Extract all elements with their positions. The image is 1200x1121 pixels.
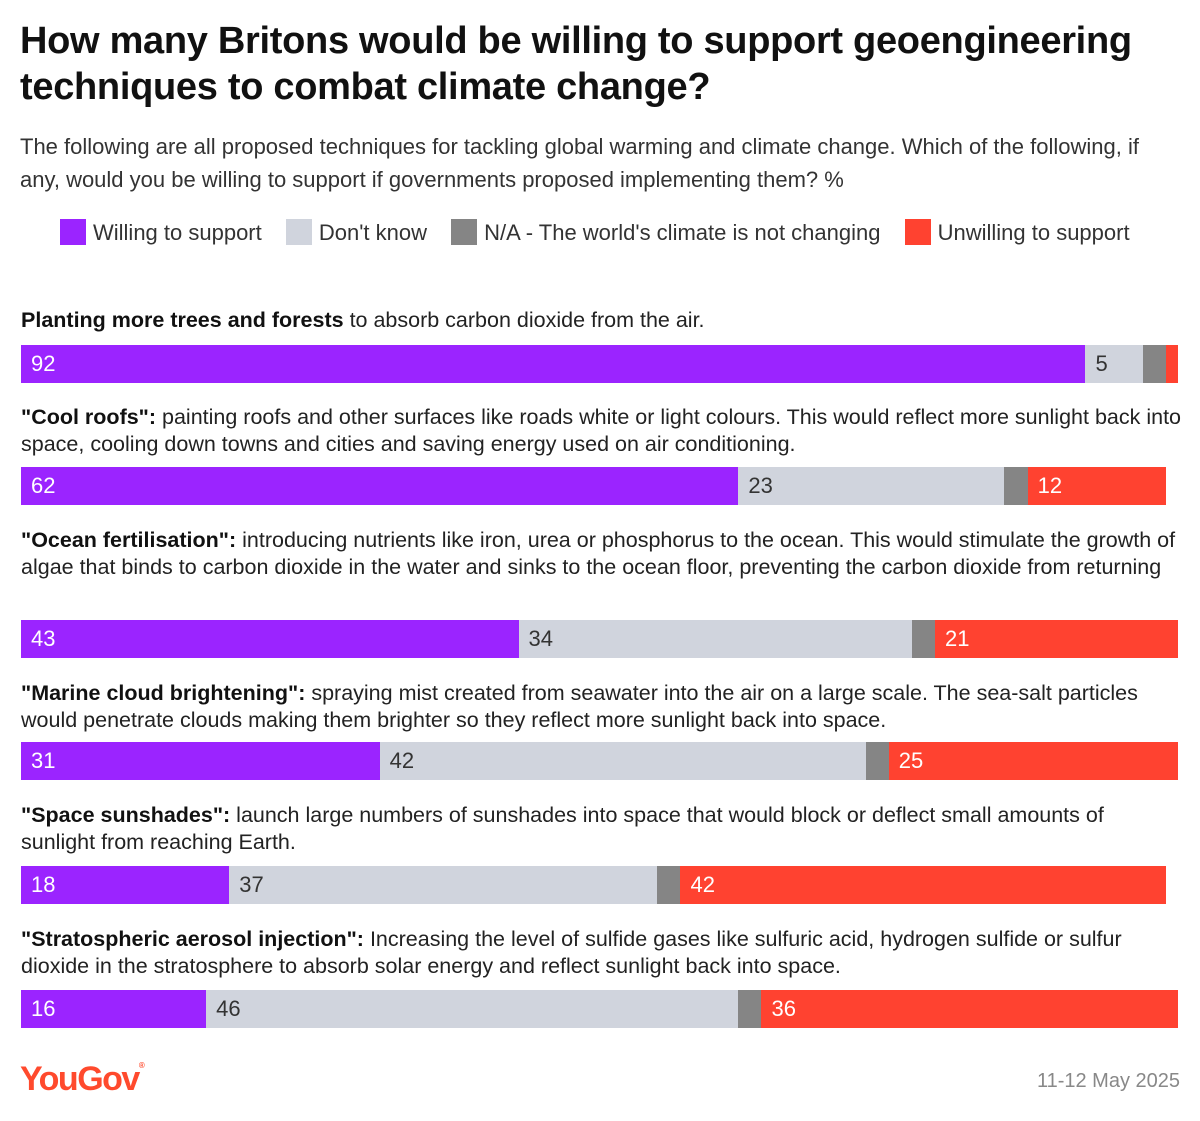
data-label-dont-know: 46 — [216, 996, 241, 1021]
bar-segment-willing — [21, 742, 380, 780]
data-label-unwilling: 21 — [945, 626, 970, 651]
question-technique: "Stratospheric aerosol injection": — [21, 927, 364, 951]
question-description: launch large numbers of sunshades into s… — [21, 803, 1104, 854]
question-technique: "Space sunshades": — [21, 803, 231, 827]
bar-segment-willing — [21, 990, 207, 1028]
data-label-dont-know: 5 — [1095, 351, 1108, 376]
bar-segment-na — [1004, 467, 1028, 505]
data-label-willing: 31 — [31, 748, 56, 773]
bar-segment-dont-know — [229, 866, 658, 904]
legend-swatch-dont-know — [285, 219, 312, 245]
question-description: introducing nutrients like iron, urea or… — [21, 528, 1176, 579]
legend: Willing to support Don't know N/A - The … — [60, 216, 1180, 250]
bar-segment-na — [738, 990, 762, 1028]
bar-segment-na — [1143, 345, 1167, 383]
bar-segment-willing — [21, 467, 739, 505]
data-label-unwilling: 42 — [690, 872, 715, 897]
yougov-logo: YouGov® — [20, 1060, 145, 1098]
bar-row: 92 5 — [21, 345, 1178, 383]
question-description: Increasing the level of sulfide gases li… — [21, 927, 1122, 978]
question-technique: "Cool roofs": — [21, 405, 157, 429]
bar-segment-dont-know — [206, 990, 739, 1028]
question-description: to absorb carbon dioxide from the air. — [343, 308, 705, 332]
survey-date: 11-12 May 2025 — [1036, 1070, 1180, 1092]
question-technique: Planting more trees and forests — [21, 308, 344, 332]
bar-row: 62 23 12 — [21, 467, 1178, 505]
data-label-willing: 92 — [31, 351, 56, 376]
bar-row: 31 42 25 — [21, 742, 1178, 780]
data-label-willing: 43 — [31, 626, 56, 651]
question-description: painting roofs and other surfaces like r… — [21, 405, 1182, 456]
legend-item-na: N/A - The world's climate is not changin… — [451, 219, 881, 245]
chart-title: How many Britons would be willing to sup… — [20, 20, 1132, 108]
question-label: "Marine cloud brightening": spraying mis… — [21, 680, 1181, 734]
bar-segment-unwilling — [935, 620, 1178, 658]
legend-label-na: N/A - The world's climate is not changin… — [484, 220, 881, 245]
question-technique: "Marine cloud brightening": — [21, 681, 306, 705]
bar-segment-dont-know — [738, 467, 1005, 505]
question-label: "Space sunshades": launch large numbers … — [21, 802, 1181, 856]
bar-segment-na — [657, 866, 681, 904]
legend-item-dont-know: Don't know — [285, 219, 428, 245]
data-label-unwilling: 12 — [1037, 473, 1063, 498]
bar-row: 43 34 21 — [21, 620, 1178, 658]
bar-segment-unwilling — [680, 866, 1167, 904]
legend-swatch-unwilling — [904, 219, 931, 245]
bar-segment-dont-know — [1085, 345, 1144, 383]
legend-label-willing: Willing to support — [93, 220, 262, 245]
bar-segment-unwilling — [761, 990, 1178, 1028]
question-label: "Stratospheric aerosol injection": Incre… — [21, 926, 1181, 980]
legend-swatch-na — [451, 219, 478, 245]
bar-segment-unwilling — [1027, 467, 1167, 505]
data-label-willing: 18 — [31, 872, 56, 897]
question-label: Planting more trees and forests to absor… — [21, 307, 1181, 334]
bar-segment-willing — [21, 866, 230, 904]
bar-segment-unwilling — [888, 742, 1178, 780]
question-label: "Ocean fertilisation": introducing nutri… — [21, 527, 1181, 581]
data-label-dont-know: 37 — [239, 872, 264, 897]
bar-segment-dont-know — [518, 620, 912, 658]
data-label-unwilling: 36 — [771, 996, 796, 1021]
legend-label-unwilling: Unwilling to support — [937, 220, 1130, 245]
bar-segment-na — [865, 742, 889, 780]
data-label-dont-know: 42 — [389, 748, 415, 773]
data-label-unwilling: 25 — [898, 748, 924, 773]
brand-text: YouGov — [20, 1060, 140, 1098]
data-label-dont-know: 34 — [528, 626, 553, 651]
bar-row: 16 46 36 — [21, 990, 1178, 1028]
legend-item-willing: Willing to support — [60, 219, 262, 245]
bar-segment-unwilling — [1166, 345, 1178, 383]
question-technique: "Ocean fertilisation": — [21, 528, 237, 552]
legend-item-unwilling: Unwilling to support — [904, 219, 1130, 245]
chart-subtitle: The following are all proposed technique… — [20, 134, 1139, 192]
question-description: spraying mist created from seawater into… — [21, 681, 1138, 732]
legend-swatch-willing — [60, 219, 86, 245]
bar-segment-na — [911, 620, 935, 658]
legend-label-dont-know: Don't know — [318, 220, 428, 245]
bar-segment-dont-know — [379, 742, 866, 780]
bar-segment-willing — [21, 620, 519, 658]
bar-segment-willing — [21, 345, 1086, 383]
data-label-willing: 16 — [31, 996, 56, 1021]
data-label-willing: 62 — [31, 473, 56, 498]
question-label: "Cool roofs": painting roofs and other s… — [21, 404, 1181, 458]
data-label-dont-know: 23 — [748, 473, 773, 498]
bar-row: 18 37 42 — [21, 866, 1178, 904]
